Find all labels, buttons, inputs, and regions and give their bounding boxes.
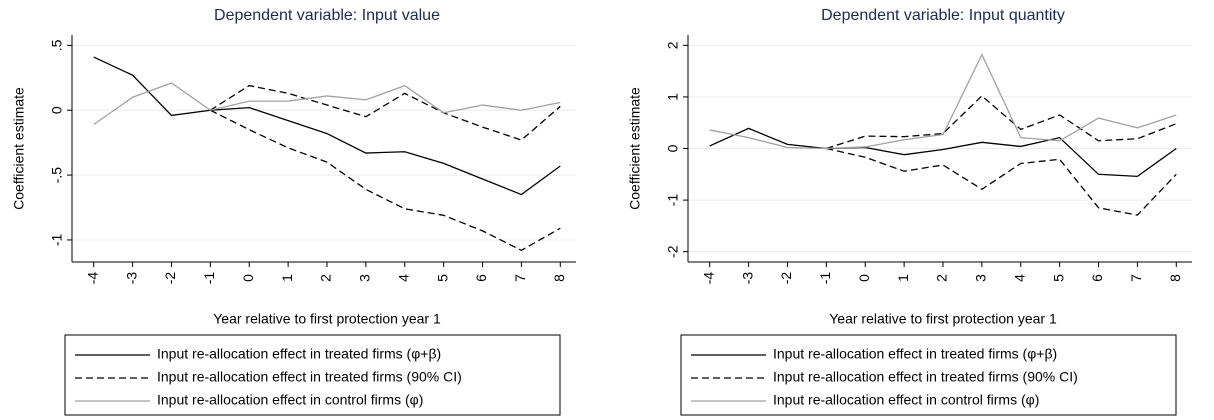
x-tick-label: 5: [1050, 274, 1066, 282]
y-tick-label: 2: [665, 41, 681, 49]
legend-label: Input re-allocation effect in treated fi…: [773, 346, 1057, 362]
y-tick-label: -1: [49, 234, 65, 247]
y-tick-label: -.5: [49, 167, 65, 184]
legend-label: Input re-allocation effect in treated fi…: [773, 369, 1078, 385]
legend-label: Input re-allocation effect in control fi…: [773, 392, 1039, 408]
x-tick-label: 0: [240, 274, 256, 282]
x-tick-label: 1: [279, 274, 295, 282]
x-tick-label: 5: [434, 274, 450, 282]
series-line: [210, 109, 561, 252]
x-tick-label: 4: [395, 274, 411, 282]
y-tick-label: .5: [49, 39, 65, 51]
x-tick-label: 2: [934, 274, 950, 282]
x-axis-label: Year relative to first protection year 1: [829, 311, 1057, 327]
x-axis-label: Year relative to first protection year 1: [213, 311, 441, 327]
series-line: [826, 147, 1177, 216]
x-tick-label: -2: [778, 272, 794, 285]
x-tick-label: -3: [123, 272, 139, 285]
chart-title: Dependent variable: Input value: [214, 7, 440, 24]
x-tick-label: -1: [201, 272, 217, 285]
x-tick-label: 8: [1167, 274, 1183, 282]
y-tick-label: -2: [665, 245, 681, 258]
x-tick-label: 2: [318, 274, 334, 282]
legend-label: Input re-allocation effect in treated fi…: [157, 369, 462, 385]
series-line: [826, 94, 1177, 150]
series-line: [93, 82, 561, 126]
x-tick-label: -2: [162, 272, 178, 285]
x-tick-label: -4: [84, 272, 100, 285]
legend-box: [680, 334, 1177, 416]
x-tick-label: -3: [739, 272, 755, 285]
legend-label: Input re-allocation effect in treated fi…: [157, 346, 441, 362]
x-tick-label: 7: [1128, 274, 1144, 282]
x-tick-label: 3: [357, 274, 373, 282]
legend-label: Input re-allocation effect in control fi…: [157, 392, 423, 408]
x-tick-label: 1: [895, 274, 911, 282]
x-tick-label: -1: [817, 272, 833, 285]
series-line: [709, 53, 1177, 150]
y-tick-label: 0: [49, 106, 65, 114]
series-line: [93, 56, 561, 196]
x-tick-label: 4: [1011, 274, 1027, 282]
series-line: [210, 84, 561, 141]
x-tick-label: 7: [512, 274, 528, 282]
x-tick-label: 3: [973, 274, 989, 282]
chart-title: Dependent variable: Input quantity: [821, 7, 1065, 24]
x-tick-label: 6: [473, 274, 489, 282]
x-tick-label: 0: [856, 274, 872, 282]
x-tick-label: 8: [551, 274, 567, 282]
y-tick-label: 0: [665, 144, 681, 152]
series-line: [709, 127, 1177, 178]
y-tick-label: 1: [665, 93, 681, 101]
legend-box: [64, 334, 561, 416]
y-axis-label: Coefficient estimate: [627, 87, 643, 210]
x-tick-label: 6: [1089, 274, 1105, 282]
y-tick-label: -1: [665, 194, 681, 207]
y-axis-label: Coefficient estimate: [11, 87, 27, 210]
x-tick-label: -4: [700, 272, 716, 285]
